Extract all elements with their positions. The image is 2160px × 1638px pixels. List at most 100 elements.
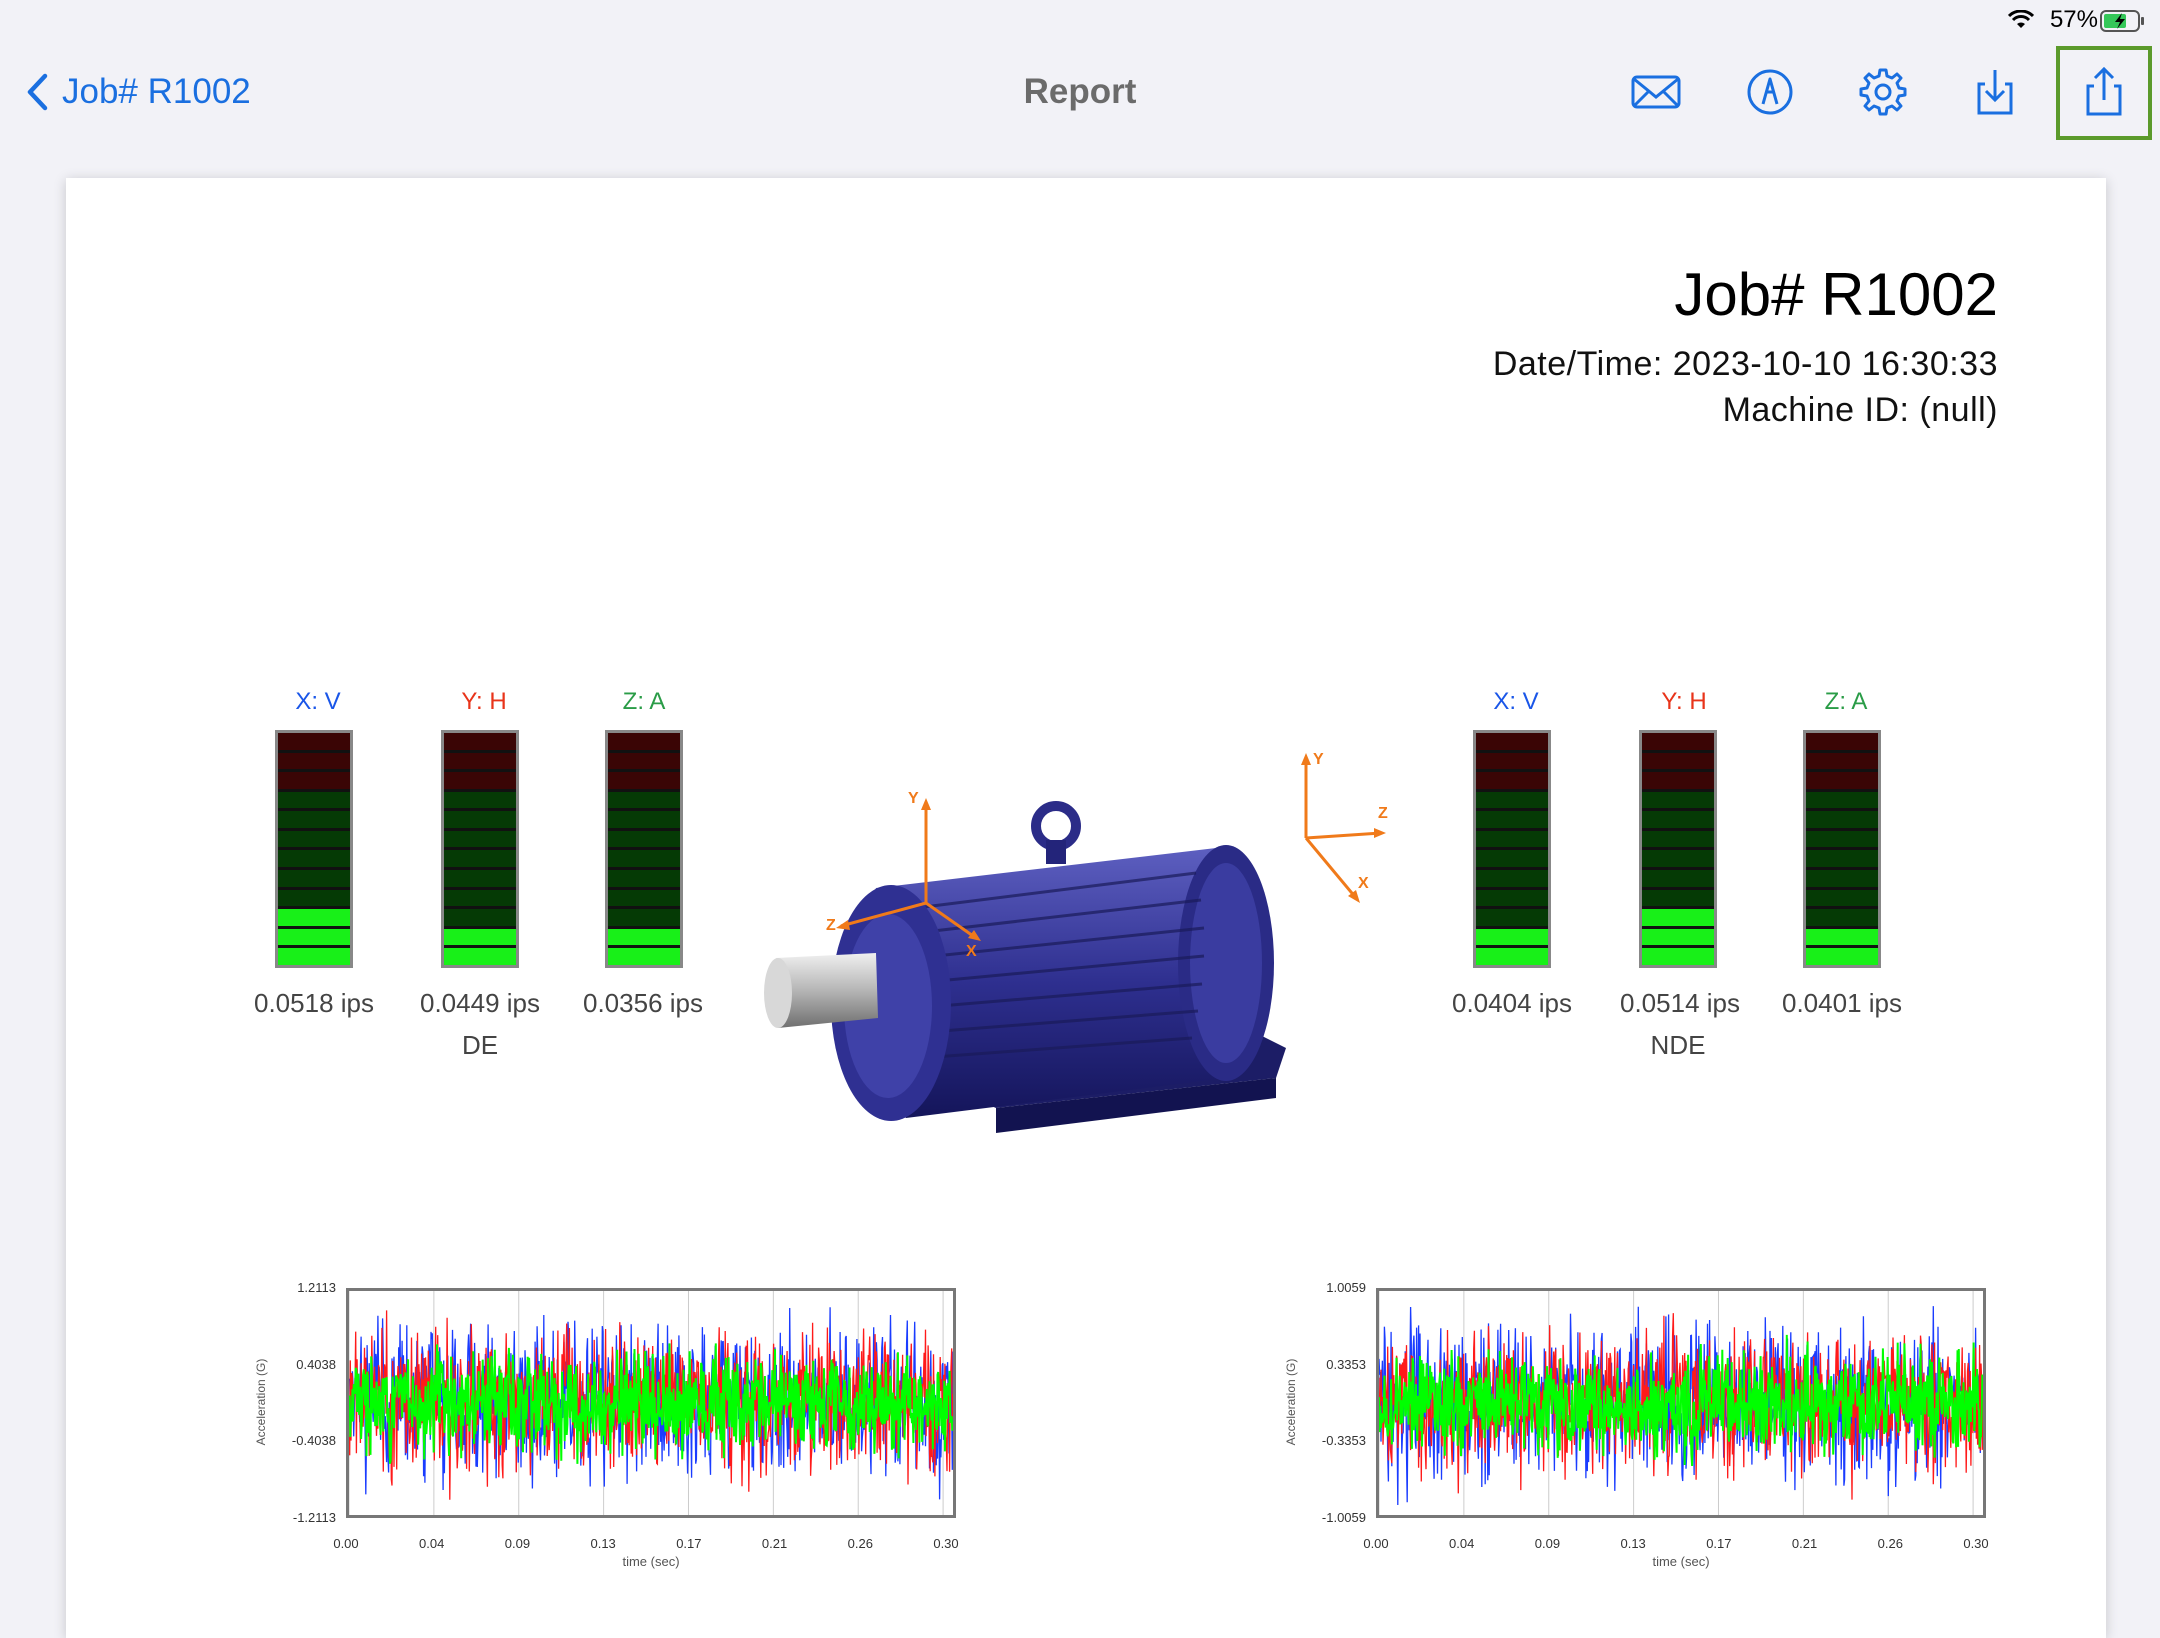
- meter-segment: [444, 811, 516, 831]
- nde-meter-y: [1639, 730, 1717, 968]
- waveform-plot-area: [1376, 1288, 1986, 1518]
- waveform-x-tick: 0.00: [333, 1536, 359, 1551]
- de-axis-label-x: X: V: [295, 688, 341, 715]
- meter-segment: [1806, 928, 1878, 949]
- waveform-x-tick: 0.13: [1620, 1536, 1646, 1551]
- meter-segment: [1642, 752, 1714, 773]
- meter-segment: [1476, 752, 1548, 773]
- waveform-series-line: [1379, 1334, 1983, 1467]
- de-waveform-chart: 1.2113 0.4038 -0.4038 -1.2113 0.00 0.04 0.09 0.…: [176, 1278, 976, 1598]
- gear-icon: [1859, 68, 1907, 116]
- waveform-x-tick: 0.26: [1877, 1536, 1903, 1551]
- meter-segment: [444, 870, 516, 890]
- waveform-series-line: [349, 1343, 953, 1464]
- report-page: Job# R1002 Date/Time: 2023-10-10 16:30:3…: [66, 178, 2106, 1638]
- waveform-x-tick: 0.26: [847, 1536, 873, 1551]
- meter-segment: [608, 733, 680, 753]
- email-button[interactable]: [1626, 62, 1686, 122]
- meter-segment: [1476, 811, 1548, 831]
- waveform-x-tick: 0.21: [761, 1536, 788, 1551]
- meter-segment: [444, 752, 516, 773]
- download-icon: [1977, 70, 2013, 115]
- meter-segment: [444, 889, 516, 910]
- meter-segment: [608, 850, 680, 871]
- waveform-y-tick: 1.0059: [1326, 1280, 1366, 1295]
- meter-segment: [1642, 889, 1714, 910]
- meter-segment: [1642, 948, 1714, 965]
- meter-segment: [1476, 850, 1548, 871]
- meter-segment: [1806, 830, 1878, 851]
- meter-segment: [608, 830, 680, 851]
- meter-segment: [1642, 870, 1714, 890]
- meter-segment: [608, 772, 680, 792]
- waveform-x-tick: 0.09: [504, 1536, 531, 1551]
- waveform-y-tick: 1.2113: [297, 1280, 336, 1295]
- motor-axis-y-rear: Y: [1313, 751, 1324, 768]
- nde-reading-y: 0.0514 ips: [1620, 988, 1740, 1018]
- meter-segment: [444, 830, 516, 851]
- meter-segment: [1642, 830, 1714, 851]
- report-meta: Date/Time: 2023-10-10 16:30:33 Machine I…: [1493, 341, 1998, 433]
- waveform-y-axis-label: Acceleration (G): [1284, 1358, 1298, 1446]
- nde-waveform-chart: 1.0059 0.3353 -0.3353 -1.0059 0.00 0.04 0.09 0.…: [1206, 1278, 2006, 1598]
- waveform-y-tick: -1.2113: [292, 1510, 336, 1525]
- meter-segment: [1642, 733, 1714, 753]
- waveform-x-tick: 0.04: [1449, 1536, 1475, 1551]
- meter-segment: [278, 948, 350, 965]
- waveform-x-tick: 0.17: [676, 1536, 702, 1551]
- meter-segment: [1476, 928, 1548, 949]
- download-button[interactable]: [1965, 62, 2025, 122]
- waveform-y-tick: -1.0059: [1321, 1510, 1366, 1525]
- waveform-y-tick: 0.4038: [296, 1356, 336, 1372]
- waveform-plot-area: [346, 1288, 956, 1518]
- waveform-x-tick: 0.09: [1534, 1536, 1561, 1551]
- waveform-x-tick: 0.17: [1706, 1536, 1732, 1551]
- meter-segment: [1642, 850, 1714, 871]
- share-button[interactable]: [2056, 46, 2152, 140]
- markup-pen-icon: [1747, 69, 1793, 115]
- meter-segment: [1476, 830, 1548, 851]
- nde-axis-label-z: Z: A: [1824, 688, 1868, 715]
- motor-axis-y-front: Y: [908, 790, 919, 807]
- meter-segment: [1806, 889, 1878, 910]
- de-reading-x: 0.0518 ips: [254, 988, 374, 1018]
- meter-segment: [1806, 811, 1878, 831]
- meter-segment: [278, 752, 350, 773]
- motor-axis-z-rear: Z: [1378, 805, 1388, 822]
- meter-segment: [1476, 889, 1548, 910]
- settings-button[interactable]: [1853, 62, 1913, 122]
- meter-segment: [444, 850, 516, 871]
- meter-segment: [278, 850, 350, 871]
- meter-segment: [1806, 752, 1878, 773]
- de-axis-label-y: Y: H: [461, 688, 507, 715]
- de-reading-z: 0.0356 ips: [583, 988, 703, 1018]
- chevron-left-icon: [27, 73, 48, 111]
- meter-segment: [608, 889, 680, 910]
- meter-segment: [444, 791, 516, 812]
- waveform-x-tick: 0.30: [933, 1536, 959, 1551]
- meter-segment: [608, 752, 680, 773]
- motor-axis-z-front: Z: [826, 917, 836, 934]
- meter-segment: [1642, 811, 1714, 831]
- back-button-label: Job# R1002: [62, 72, 251, 111]
- meter-segment: [444, 772, 516, 792]
- meter-segment: [608, 811, 680, 831]
- back-button[interactable]: Job# R1002: [24, 70, 251, 114]
- meter-segment: [608, 791, 680, 812]
- nde-meter-z: [1803, 730, 1881, 968]
- meter-segment: [1806, 870, 1878, 890]
- nde-axis-label-x: X: V: [1493, 688, 1539, 715]
- waveform-y-tick: 0.3353: [1326, 1356, 1366, 1372]
- markup-button[interactable]: [1740, 62, 1800, 122]
- de-meter-z: [605, 730, 683, 968]
- meter-segment: [1476, 791, 1548, 812]
- meter-segment: [1476, 733, 1548, 753]
- meter-segment: [1806, 909, 1878, 929]
- meter-segment: [1806, 791, 1878, 812]
- meter-segment: [278, 909, 350, 929]
- meter-segment: [278, 772, 350, 792]
- meter-segment: [444, 733, 516, 753]
- wifi-icon: [2008, 10, 2034, 28]
- waveform-x-tick: 0.30: [1963, 1536, 1989, 1551]
- meter-segment: [444, 948, 516, 965]
